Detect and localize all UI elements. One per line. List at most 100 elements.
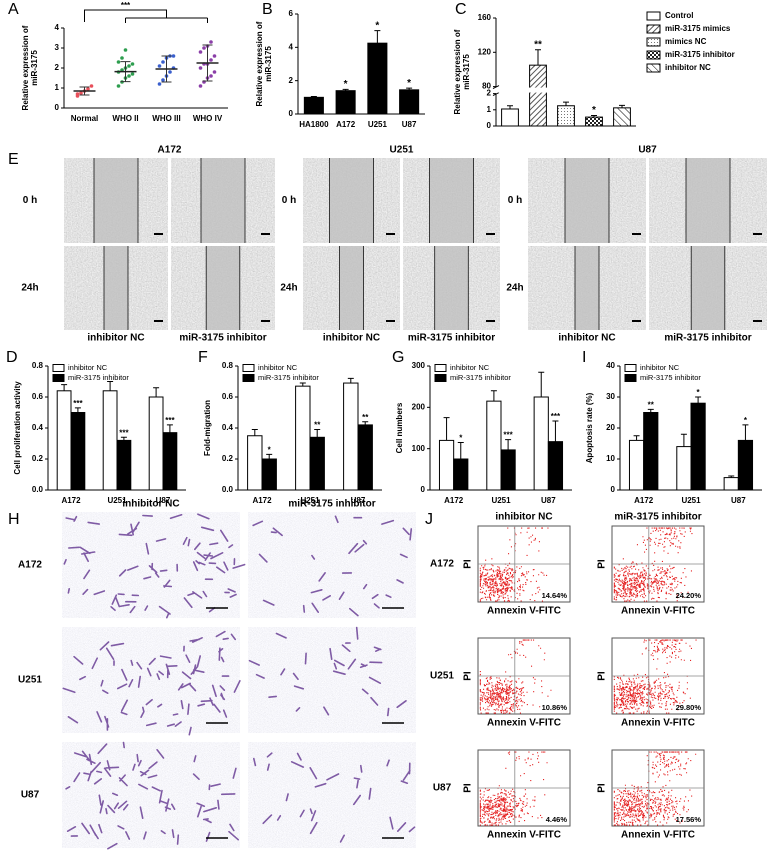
x-tick-label: U87: [156, 496, 171, 505]
significance: *: [344, 79, 348, 90]
y-axis-label: PI: [597, 559, 608, 569]
bar: [261, 458, 277, 491]
quadrant-percentage: 4.46%: [546, 815, 568, 824]
legend-label: inhibitor NC: [665, 63, 711, 72]
wound-area: [575, 246, 599, 330]
significance: **: [314, 421, 321, 430]
x-tick-label: A172: [444, 496, 464, 505]
error-bar: [347, 377, 354, 384]
wound-area: [691, 246, 725, 330]
micrograph: [248, 742, 416, 848]
error-bar: [742, 424, 749, 441]
error-bar: [695, 396, 702, 404]
quadrant-percentage: 29.80%: [676, 703, 702, 712]
y-tick-label: 0: [55, 103, 60, 112]
time-label: 0 h: [282, 195, 296, 206]
x-tick-label: U87: [402, 120, 417, 129]
legend-swatch: [624, 374, 637, 382]
x-tick-label: WHO IV: [193, 114, 223, 123]
x-tick-label: A172: [634, 496, 654, 505]
data-point: [209, 58, 213, 62]
panel-label: C: [455, 1, 467, 18]
x-tick-label: U87: [731, 496, 746, 505]
y-axis-label: Relative expression of: [21, 25, 30, 110]
quadrant-percentage: 24.20%: [676, 591, 702, 600]
data-point: [89, 84, 94, 88]
error-bar: [490, 390, 497, 402]
bar: [676, 446, 692, 491]
legend-swatch: [646, 37, 661, 47]
bar: [737, 439, 754, 491]
y-tick-label: 20: [606, 423, 615, 432]
significance: *: [697, 388, 701, 397]
micrograph: [62, 742, 240, 848]
y-axis-label: miR-3175: [462, 54, 471, 90]
legend-label: miR-3175 inhibitor: [665, 50, 735, 59]
data-point: [212, 54, 217, 58]
data-point: [161, 60, 165, 64]
legend-swatch: [646, 63, 661, 73]
cell-line-title: U251: [390, 145, 414, 156]
x-tick-label: A172: [252, 496, 272, 505]
y-axis-label: Relative expression of: [255, 21, 264, 106]
y-tick-label: 1: [55, 83, 60, 92]
error-bar: [538, 371, 545, 397]
y-tick-label: 80: [482, 82, 491, 91]
panel-label: A: [8, 1, 19, 18]
stained-cells: [63, 513, 246, 619]
legend-swatch: [624, 364, 637, 372]
error-bar: [443, 417, 450, 441]
wound-area: [104, 246, 128, 330]
legend-label: miR-3175 inhibitor: [640, 373, 701, 382]
condition-label: miR-3175 inhibitor: [408, 333, 495, 344]
bar: [148, 396, 164, 491]
bar: [533, 396, 549, 491]
bar: [70, 412, 86, 491]
error-bar: [61, 384, 68, 391]
legend-label: miR-3175 mimics: [665, 24, 731, 33]
y-tick-label: 0.6: [32, 392, 44, 401]
y-tick-label: 4: [289, 42, 294, 51]
x-axis-label: Annexin V-FITC: [487, 830, 561, 841]
significance: **: [534, 39, 542, 50]
bar: [643, 412, 659, 491]
legend-label: inhibitor NC: [450, 363, 490, 372]
legend-label: inhibitor NC: [258, 363, 298, 372]
condition-label: miR-3175 inhibitor: [288, 499, 375, 510]
significance: *: [744, 416, 748, 425]
data-point: [86, 87, 90, 91]
y-tick-label: 2: [55, 63, 60, 72]
bar: [613, 107, 631, 127]
x-axis-label: Annexin V-FITC: [621, 718, 695, 729]
wound-area: [94, 158, 138, 243]
x-tick-label: WHO II: [112, 114, 138, 123]
data-point: [168, 70, 172, 74]
y-axis-label: Relative expression of: [453, 29, 462, 114]
significance: **: [362, 413, 369, 422]
y-axis-label: PI: [463, 671, 474, 681]
legend-label: inhibitor NC: [68, 363, 108, 372]
bar: [557, 105, 575, 127]
cell-line-title: A172: [158, 145, 182, 156]
y-tick-label: 0.2: [32, 454, 44, 463]
significance: **: [648, 401, 655, 410]
condition-label: miR-3175 inhibitor: [664, 333, 751, 344]
x-tick-label: A172: [61, 496, 81, 505]
significance-bracket: [84, 9, 208, 23]
y-axis-label: PI: [463, 783, 474, 793]
legend-label: miR-3175 inhibitor: [68, 373, 129, 382]
y-tick-label: 0: [487, 121, 492, 130]
bar: [501, 108, 519, 127]
error-bar: [591, 114, 597, 118]
events: [613, 751, 697, 826]
data-point: [127, 64, 131, 68]
cell-line-label: U251: [430, 671, 454, 682]
bar: [343, 382, 359, 491]
error-bar: [251, 429, 258, 436]
error-bar: [552, 420, 559, 442]
condition-label: miR-3175 inhibitor: [614, 512, 701, 523]
y-tick-label: 2: [487, 89, 492, 98]
wound-area: [565, 158, 609, 243]
error-bar: [266, 453, 273, 459]
y-tick-label: 2: [289, 76, 294, 85]
